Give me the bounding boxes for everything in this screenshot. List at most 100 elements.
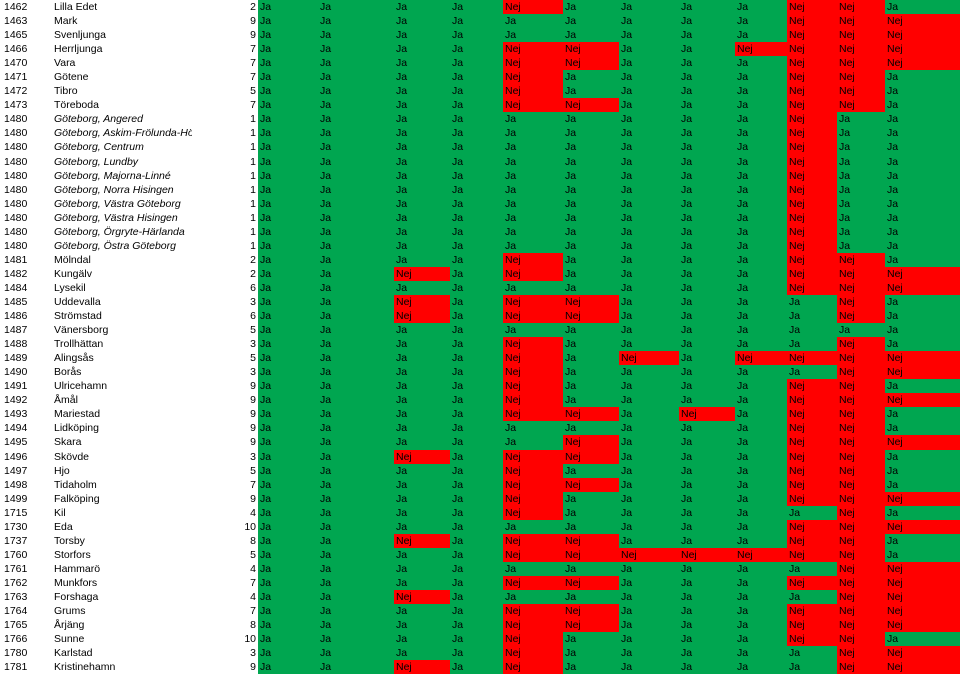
answer-cell: Ja xyxy=(679,533,735,548)
answer-cell: Ja xyxy=(394,126,450,141)
answer-cell: Nej xyxy=(394,449,450,464)
municipality-name: Åmål xyxy=(54,394,78,407)
score-value: 4 xyxy=(250,506,256,519)
answer-cell: Ja xyxy=(318,589,394,605)
answer-cell: Nej xyxy=(837,435,885,450)
answer-cell: Ja xyxy=(258,519,318,534)
municipality-code: 1473 xyxy=(4,99,28,112)
answer-cell: Ja xyxy=(258,252,318,267)
answer-cell: Ja xyxy=(787,337,837,352)
municipality-code: 1488 xyxy=(4,338,28,351)
answer-cell: Ja xyxy=(450,351,503,366)
answer-cell: Nej xyxy=(837,533,885,548)
answer-cell: Ja xyxy=(563,393,619,408)
answer-cell: Ja xyxy=(503,435,563,450)
answer-cell: Ja xyxy=(503,519,563,534)
answer-cell: Nej xyxy=(885,561,960,576)
answer-cell: Ja xyxy=(503,154,563,169)
municipality-code: 1462 xyxy=(4,1,28,14)
answer-cell: Nej xyxy=(503,491,563,506)
answer-cell: Ja xyxy=(679,463,735,478)
answer-cell: Nej xyxy=(837,491,885,506)
answer-cell: Ja xyxy=(563,140,619,155)
answer-cell: Ja xyxy=(563,421,619,436)
answer-cell: Nej xyxy=(503,42,563,57)
answer-cell: Ja xyxy=(735,224,787,239)
answer-cell: Ja xyxy=(619,266,679,281)
answer-cell: Ja xyxy=(450,589,503,605)
answer-cell: Ja xyxy=(679,646,735,661)
answer-cell: Ja xyxy=(679,14,735,29)
answer-cell: Ja xyxy=(450,182,503,197)
answer-cell: Ja xyxy=(619,505,679,520)
answer-cell: Ja xyxy=(735,323,787,338)
answer-cell: Ja xyxy=(735,14,787,29)
answer-cell: Nej xyxy=(735,42,787,57)
answer-cell: Nej xyxy=(563,604,619,619)
score-value: 1 xyxy=(250,113,256,126)
score-value: 9 xyxy=(250,394,256,407)
answer-cell: Ja xyxy=(258,280,318,295)
answer-cell: Ja xyxy=(563,182,619,197)
table-row: 1492 Åmål 9 Ja Ja Ja Ja Nej Ja Ja Ja Ja Nej Nej Nej xyxy=(0,393,960,408)
municipality-name: Karlstad xyxy=(54,647,93,660)
municipality-name: Årjäng xyxy=(54,619,85,632)
table-row: 1466 Herrljunga 7 Ja Ja Ja Ja Nej Nej Ja Ja Nej Nej N… xyxy=(0,42,960,57)
answer-cell: Ja xyxy=(735,407,787,422)
answer-cell: Ja xyxy=(735,660,787,675)
answer-cell: Ja xyxy=(258,505,318,520)
municipality-code: 1761 xyxy=(4,562,28,575)
municipality-name: Strömstad xyxy=(54,310,102,323)
answer-cell: Ja xyxy=(735,435,787,450)
answer-cell: Ja xyxy=(563,70,619,85)
answer-cell: Ja xyxy=(258,575,318,590)
score-value: 8 xyxy=(250,619,256,632)
answer-cell: Nej xyxy=(837,42,885,57)
table-row: 1470 Vara 7 Ja Ja Ja Ja Nej Nej Ja Ja Ja Nej Nej Nej xyxy=(0,56,960,71)
answer-cell: Ja xyxy=(679,224,735,239)
answer-cell: Nej xyxy=(787,351,837,366)
answer-cell: Nej xyxy=(503,477,563,492)
municipality-code: 1481 xyxy=(4,253,28,266)
municipality-code: 1493 xyxy=(4,408,28,421)
answer-cell: Ja xyxy=(258,323,318,338)
answer-cell: Ja xyxy=(885,238,960,253)
table-row: 1480 Göteborg, Örgryte-Härlanda 1 Ja Ja Ja Ja J… xyxy=(0,224,960,239)
score-value: 1 xyxy=(250,155,256,168)
table-row: 1499 Falköping 9 Ja Ja Ja Ja Nej Ja Ja Ja Ja Nej Nej N… xyxy=(0,491,960,506)
table-row: 1487 Vänersborg 5 Ja Ja Ja Ja Ja Ja Ja Ja Ja Ja Ja Ja xyxy=(0,323,960,338)
answer-cell: Ja xyxy=(450,266,503,281)
score-value: 1 xyxy=(250,239,256,252)
municipality-code: 1480 xyxy=(4,211,28,224)
answer-cell: Ja xyxy=(735,294,787,310)
answer-cell: Ja xyxy=(258,463,318,478)
answer-cell: Ja xyxy=(318,140,394,155)
answer-cell: Ja xyxy=(735,421,787,436)
answer-cell: Ja xyxy=(885,98,960,113)
table-row: 1463 Mark 9 Ja Ja Ja Ja Ja Ja Ja Ja Ja Nej Nej Nej xyxy=(0,14,960,29)
score-value: 9 xyxy=(250,408,256,421)
answer-cell: Ja xyxy=(679,449,735,464)
answer-cell: Ja xyxy=(679,154,735,169)
answer-cell: Nej xyxy=(787,196,837,211)
municipality-code: 1471 xyxy=(4,71,28,84)
answer-cell: Ja xyxy=(563,379,619,394)
municipality-code: 1498 xyxy=(4,478,28,491)
answer-cell: Ja xyxy=(258,660,318,675)
municipality-name: Falköping xyxy=(54,492,100,505)
answer-cell: Nej xyxy=(787,280,837,295)
answer-cell: Nej xyxy=(787,477,837,492)
score-value: 2 xyxy=(250,253,256,266)
answer-cell: Ja xyxy=(318,56,394,71)
answer-cell: Nej xyxy=(735,547,787,562)
answer-cell: Nej xyxy=(885,393,960,408)
answer-cell: Ja xyxy=(394,0,450,15)
municipality-name: Vänersborg xyxy=(54,324,109,337)
answer-cell: Ja xyxy=(563,589,619,605)
municipality-name: Göteborg, Norra Hisingen xyxy=(54,183,174,196)
answer-cell: Nej xyxy=(787,632,837,647)
answer-cell: Nej xyxy=(503,0,563,15)
table-row: 1781 Kristinehamn 9 Ja Ja Nej Ja Nej Ja Ja Ja Ja Ja N… xyxy=(0,660,960,675)
answer-cell: Ja xyxy=(563,266,619,281)
answer-cell: Ja xyxy=(563,505,619,520)
